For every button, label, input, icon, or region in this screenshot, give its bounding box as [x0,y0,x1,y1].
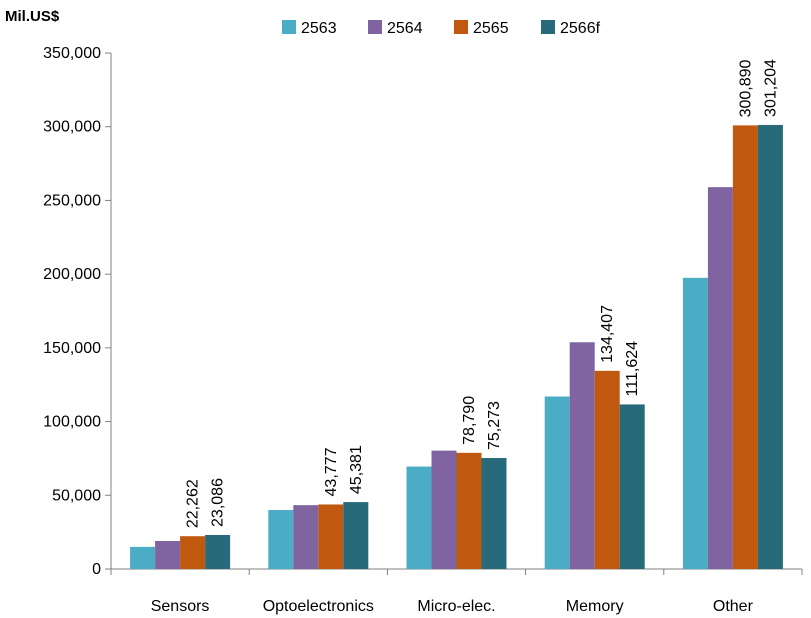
data-label: 301,204 [762,59,779,117]
unit-label: Mil.US$ [5,8,60,25]
bar-2563-optoelectronics [268,510,294,569]
bar-2564-other [707,187,733,569]
bar-2563-other [682,277,708,569]
bar-2565-optoelectronics [318,504,344,569]
data-label: 111,624 [624,341,641,397]
y-tick-label: 0 [92,561,101,578]
bar-2566f-micro-elec- [481,458,507,569]
data-label: 23,086 [210,478,227,527]
data-label: 22,262 [185,479,202,528]
legend-label: 2563 [301,20,337,37]
bar-2565-micro-elec- [456,452,482,569]
y-tick-label: 350,000 [43,45,101,62]
bar-2563-sensors [130,546,156,569]
legend-label: 2564 [387,20,423,37]
category-label: Optoelectronics [263,598,374,615]
y-tick-label: 50,000 [52,487,101,504]
data-label: 75,273 [486,401,503,450]
bar-2566f-sensors [205,534,231,569]
data-label: 43,777 [323,447,340,496]
legend-swatch [454,20,468,34]
category-label: Micro-elec. [417,598,495,615]
bar-2564-optoelectronics [293,505,319,569]
category-label: Other [713,598,754,615]
legend-swatch [368,20,382,34]
legend-label: 2565 [473,20,509,37]
bar-2563-memory [544,396,570,569]
category-label: Sensors [151,598,210,615]
y-tick-label: 100,000 [43,414,101,431]
legend: 2563 2564 2565 2566f [282,20,601,37]
bar-2566f-optoelectronics [343,502,369,569]
bars [130,124,783,570]
y-axis: 0 50,000 100,000 150,000 200,000 250,000 300,0… [43,45,112,578]
data-label: 78,790 [461,396,478,445]
x-axis: Sensors Optoelectronics Micro-elec. Memory O… [110,568,803,615]
bar-2565-other [732,125,758,570]
data-label: 45,381 [348,445,365,494]
bar-2564-sensors [155,540,181,569]
y-tick-label: 300,000 [43,119,101,136]
bar-2566f-memory [619,404,645,569]
bar-2564-micro-elec- [431,450,457,569]
data-labels: 22,262 23,086 43,777 45,381 78,790 75,273 134,… [185,59,780,528]
bar-2565-sensors [180,536,206,569]
y-tick-label: 200,000 [43,266,101,283]
category-label: Memory [566,598,624,615]
data-label: 300,890 [737,59,754,117]
y-tick-label: 150,000 [43,340,101,357]
legend-label: 2566f [560,20,601,37]
legend-swatch [541,20,555,34]
bar-2566f-other [757,124,783,570]
legend-swatch [282,20,296,34]
bar-2563-micro-elec- [406,466,432,569]
bar-2565-memory [594,370,620,569]
data-label: 134,407 [599,305,616,363]
bar-2564-memory [569,342,595,569]
y-tick-label: 250,000 [43,192,101,209]
